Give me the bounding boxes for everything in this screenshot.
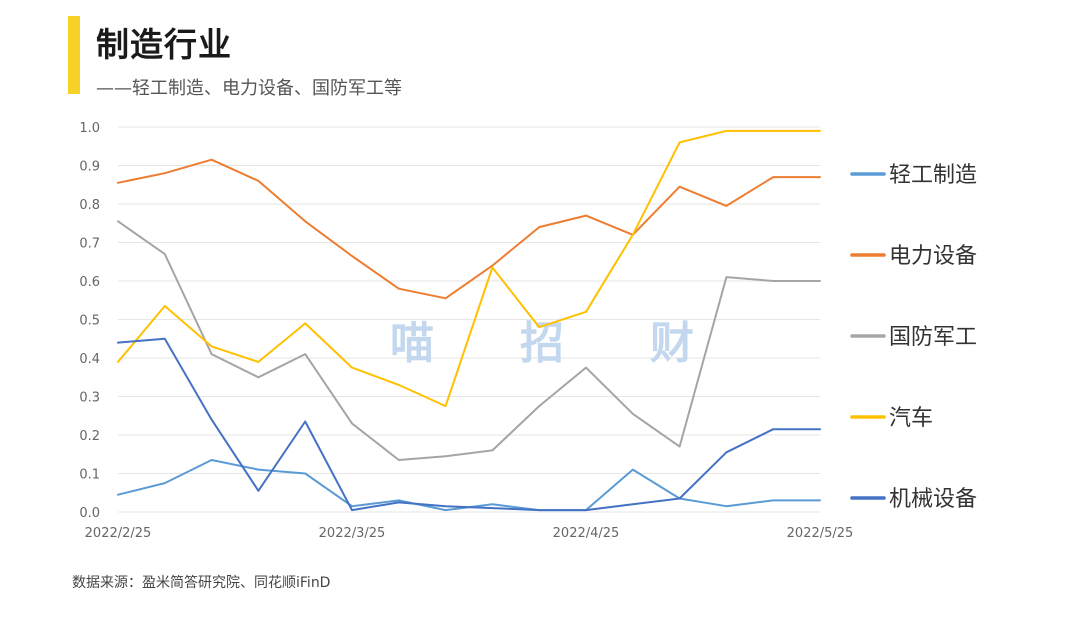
watermark-char: 财 [650, 318, 694, 369]
data-source-note: 数据来源：盈米简答研究院、同花顺iFinD [72, 575, 331, 591]
y-tick-label: 0.5 [79, 314, 100, 329]
y-tick-label: 1.0 [79, 121, 100, 136]
y-tick-label: 0.6 [79, 275, 100, 290]
x-tick-label: 2022/2/25 [85, 526, 152, 541]
legend-label: 国防军工 [889, 325, 977, 350]
series-line-2 [117, 158, 821, 300]
y-tick-label: 0.2 [79, 429, 100, 444]
x-tick-label: 2022/4/25 [553, 526, 620, 541]
series-line-1 [117, 459, 821, 512]
page-title: 制造行业 [96, 25, 232, 64]
legend-label: 汽车 [889, 406, 933, 431]
y-tick-label: 0.0 [79, 506, 100, 521]
y-tick-label: 0.1 [79, 468, 100, 483]
legend-label: 电力设备 [889, 244, 977, 269]
watermark-char: 喵 [390, 318, 434, 369]
y-tick-label: 0.4 [79, 352, 100, 367]
series-line-3 [117, 220, 821, 461]
y-tick-label: 0.9 [79, 160, 100, 175]
page-subtitle: ——轻工制造、电力设备、国防军工等 [96, 78, 402, 99]
series-line-5 [117, 337, 821, 512]
x-tick-label: 2022/5/25 [787, 526, 854, 541]
title-accent-bar [68, 16, 80, 94]
x-tick-label: 2022/3/25 [319, 526, 386, 541]
y-tick-label: 0.3 [79, 391, 100, 406]
legend-label: 机械设备 [889, 487, 977, 512]
y-tick-label: 0.7 [79, 237, 100, 252]
legend-label: 轻工制造 [889, 163, 977, 188]
series-line-4 [117, 129, 821, 408]
y-tick-label: 0.8 [79, 198, 100, 213]
